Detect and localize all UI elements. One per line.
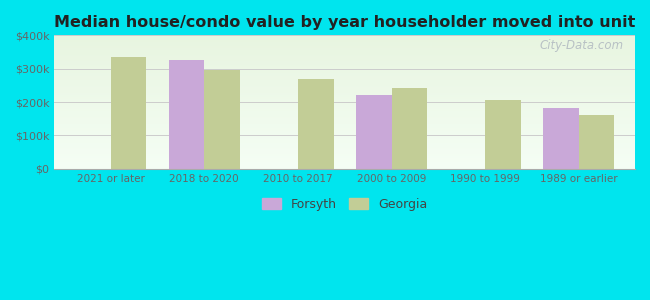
Legend: Forsyth, Georgia: Forsyth, Georgia — [257, 193, 432, 216]
Text: City-Data.com: City-Data.com — [540, 39, 623, 52]
Bar — [111, 57, 146, 169]
Bar — [169, 60, 204, 169]
Bar — [298, 80, 333, 169]
Bar — [485, 100, 521, 169]
Bar — [578, 116, 614, 169]
Title: Median house/condo value by year householder moved into unit: Median house/condo value by year househo… — [54, 15, 636, 30]
Bar — [391, 88, 427, 169]
Bar — [204, 70, 240, 169]
Bar — [356, 95, 391, 169]
Bar — [543, 108, 578, 169]
